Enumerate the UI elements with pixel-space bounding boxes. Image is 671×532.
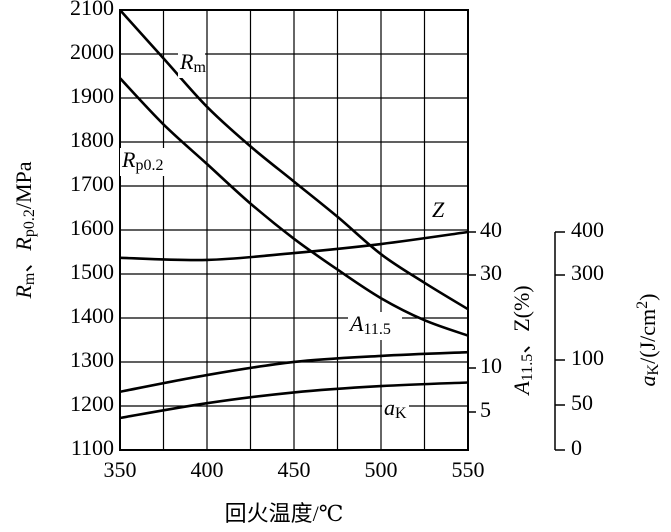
y3-tick-label: 0 <box>571 435 582 460</box>
curve-label: A11.5 <box>348 311 391 338</box>
label-part: p0.2 <box>135 157 163 174</box>
label-part: R <box>121 147 136 172</box>
label-part: K <box>395 405 407 422</box>
curve-label: Z <box>432 197 445 222</box>
y-tick-label: 1700 <box>70 171 114 196</box>
label-part: R <box>11 237 36 252</box>
y3-tick-label: 400 <box>571 217 604 242</box>
y3-tick-label: 300 <box>571 260 604 285</box>
label-part: ) <box>635 294 660 301</box>
curve <box>119 381 469 420</box>
label-part: m <box>193 59 206 76</box>
curve <box>119 77 469 337</box>
label-part: p0.2 <box>21 209 38 237</box>
y3-tick-label: 100 <box>571 345 604 370</box>
x-tick-label: 400 <box>191 457 224 482</box>
label-part: /(J/cm <box>635 309 660 364</box>
x-tick-label: 550 <box>452 457 485 482</box>
x-axis-label: 回火温度/℃ <box>225 501 344 526</box>
label-part: 、 <box>11 251 36 273</box>
label-part: 11.5 <box>363 321 390 338</box>
y2-tick-label: 5 <box>480 397 491 422</box>
curve <box>119 230 469 262</box>
axis-label: A11.5、Z(%) <box>509 285 536 396</box>
label-part: Z <box>432 197 445 222</box>
label-part: 、Z(%) <box>509 285 534 353</box>
axis-label: Rm、Rp0.2/MPa <box>11 161 38 299</box>
label-bg <box>120 148 174 176</box>
label-part: K <box>645 363 662 375</box>
curve-label: Rp0.2 <box>121 147 163 174</box>
y-tick-label: 1900 <box>70 83 114 108</box>
label-part: R <box>179 49 194 74</box>
y-tick-label: 1300 <box>70 347 114 372</box>
y2-tick-label: 30 <box>480 260 502 285</box>
y2-tick-label: 40 <box>480 217 502 242</box>
axis-label: aK/(J/cm2) <box>634 294 661 387</box>
label-part: /MPa <box>11 161 36 209</box>
label-bg <box>178 50 205 78</box>
label-part: A <box>348 311 364 336</box>
label-bg <box>348 312 402 340</box>
curve <box>119 9 469 311</box>
x-tick-label: 500 <box>365 457 398 482</box>
label-part: a <box>384 395 395 420</box>
y-tick-label: 1400 <box>70 303 114 328</box>
curve-label: aK <box>384 395 407 422</box>
y-tick-label: 1200 <box>70 391 114 416</box>
y-tick-label: 2000 <box>70 39 114 64</box>
label-part: 2 <box>634 301 651 309</box>
label-part: A <box>509 381 534 397</box>
curve-label: Rm <box>179 49 206 76</box>
x-tick-label: 450 <box>278 457 311 482</box>
label-part: m <box>21 272 38 285</box>
y-tick-label: 1100 <box>71 435 114 460</box>
y-tick-label: 1800 <box>70 127 114 152</box>
y2-tick-label: 10 <box>480 353 502 378</box>
y-tick-label: 1500 <box>70 259 114 284</box>
label-part: 11.5 <box>519 354 536 381</box>
label-part: R <box>11 285 36 300</box>
label-bg <box>430 198 448 226</box>
x-tick-label: 350 <box>104 457 137 482</box>
y-tick-label: 1600 <box>70 215 114 240</box>
curve <box>119 350 469 394</box>
label-part: a <box>635 375 660 386</box>
y-tick-label: 2100 <box>70 0 114 20</box>
y3-tick-label: 50 <box>571 390 593 415</box>
label-bg <box>382 396 409 424</box>
